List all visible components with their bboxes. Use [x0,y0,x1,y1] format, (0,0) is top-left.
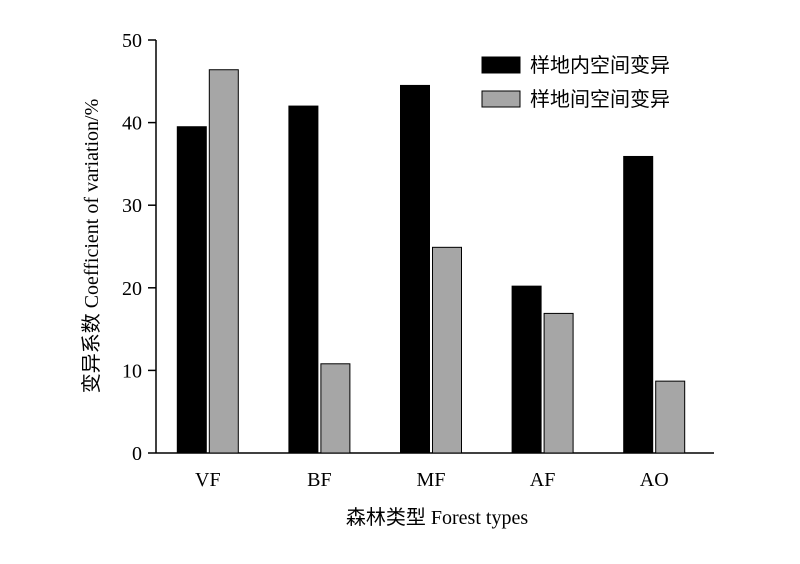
bar-af-series-1 [511,285,542,454]
bar-bf-series-2 [320,363,351,454]
y-tick-label: 0 [132,443,142,465]
bars [176,69,686,454]
y-tick-label: 30 [122,195,142,217]
y-tick-label: 10 [122,360,142,382]
y-axis: 0 10 20 30 40 50 [122,30,157,465]
y-tick-label: 50 [122,30,142,52]
legend-label-1: 样地内空间变异 [530,54,670,77]
x-tick-label: VF [195,469,221,491]
bar-mf-series-2 [432,246,462,454]
x-tick-label: AO [640,469,669,491]
y-axis-title: 变异系数 Coefficient of variation/% [80,99,103,394]
bar-af-series-2 [543,312,574,454]
bar-vf-series-2 [208,69,239,454]
x-tick-label: AF [530,469,556,491]
bar-mf-series-1 [400,84,430,454]
legend-label-2: 样地间空间变异 [530,88,670,111]
x-ticks: VF BF MF AF AO [195,469,669,491]
y-ticks: 0 10 20 30 40 50 [122,30,156,465]
bar-ao-series-1 [623,155,654,454]
x-axis-title: 森林类型 Forest types [346,506,528,529]
bar-ao-series-2 [655,380,686,454]
y-tick-label: 20 [122,278,142,300]
legend-swatch-2 [481,90,521,108]
y-tick-label: 40 [122,113,142,135]
x-tick-label: MF [417,469,446,491]
x-axis: VF BF MF AF AO [156,452,714,491]
bar-bf-series-1 [288,105,319,454]
x-tick-label: BF [307,469,331,491]
bar-vf-series-1 [176,126,207,454]
legend-swatch-1 [481,56,521,74]
